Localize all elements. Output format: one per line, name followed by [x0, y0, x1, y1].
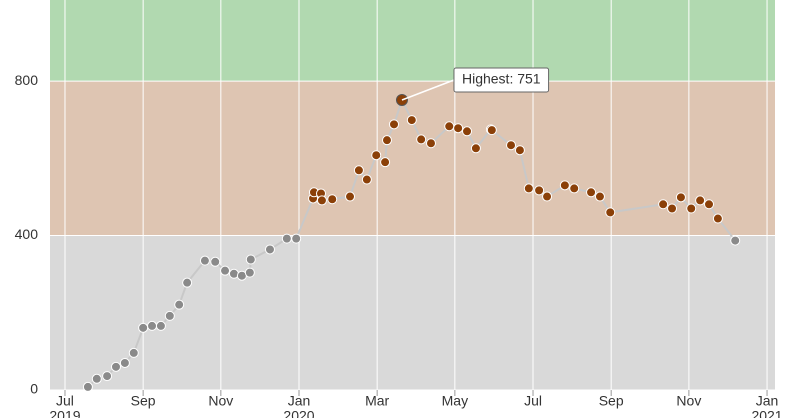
band	[50, 235, 775, 390]
point	[534, 185, 545, 196]
point	[291, 233, 302, 244]
point	[686, 203, 697, 214]
point	[281, 233, 292, 244]
point	[425, 138, 436, 149]
point	[406, 115, 417, 126]
point	[594, 191, 605, 202]
point	[486, 125, 497, 136]
y-tick-label: 0	[30, 381, 38, 397]
point	[658, 199, 669, 210]
x-tick-label: Mar	[365, 393, 389, 409]
point	[138, 322, 149, 333]
point	[514, 145, 525, 156]
point	[164, 310, 175, 321]
point	[453, 123, 464, 134]
x-tick-year: 2020	[283, 408, 314, 418]
point	[327, 194, 338, 205]
annotation: Highest: 751	[462, 71, 541, 87]
x-tick-label: Sep	[131, 393, 156, 409]
point	[470, 143, 481, 154]
point	[444, 121, 455, 132]
point	[695, 195, 706, 206]
point	[371, 150, 382, 161]
point	[245, 254, 256, 265]
y-tick-label: 400	[15, 226, 39, 242]
annotation-box	[453, 67, 550, 93]
point	[462, 126, 473, 137]
x-tick-label: Nov	[208, 393, 233, 409]
x-tick-label: Jan	[756, 393, 779, 409]
point	[316, 195, 327, 206]
point	[416, 134, 427, 145]
point	[389, 119, 400, 130]
point	[381, 135, 392, 146]
point	[506, 140, 517, 151]
point	[174, 299, 185, 310]
point	[712, 213, 723, 224]
point	[586, 187, 597, 198]
point	[667, 203, 678, 214]
point	[155, 320, 166, 331]
point	[128, 347, 139, 358]
point	[542, 191, 553, 202]
point	[605, 207, 616, 218]
point	[220, 265, 231, 276]
point	[119, 357, 130, 368]
point	[704, 199, 715, 210]
point	[110, 361, 121, 372]
x-tick-label: Jul	[524, 393, 542, 409]
y-tick-label: 800	[15, 72, 39, 88]
point	[345, 191, 356, 202]
point	[147, 320, 158, 331]
x-tick-year: 2021	[751, 408, 782, 418]
x-tick-year: 2019	[49, 408, 80, 418]
point	[569, 183, 580, 194]
point	[523, 183, 534, 194]
band	[50, 0, 775, 82]
point	[675, 192, 686, 203]
point	[244, 267, 255, 278]
x-tick-label: May	[442, 393, 468, 409]
x-tick-label: Sep	[599, 393, 624, 409]
x-tick-label: Nov	[676, 393, 701, 409]
point	[199, 255, 210, 266]
point	[353, 165, 364, 176]
x-tick-label: Jan	[288, 393, 311, 409]
point	[102, 371, 113, 382]
band	[50, 81, 775, 236]
point	[380, 157, 391, 168]
point	[361, 174, 372, 185]
point	[91, 373, 102, 384]
x-tick-label: Jul	[56, 393, 74, 409]
point	[82, 381, 93, 392]
callout-line	[401, 79, 455, 101]
point	[264, 244, 275, 255]
point	[210, 256, 221, 267]
point	[182, 277, 193, 288]
point	[730, 235, 741, 246]
point	[559, 180, 570, 191]
